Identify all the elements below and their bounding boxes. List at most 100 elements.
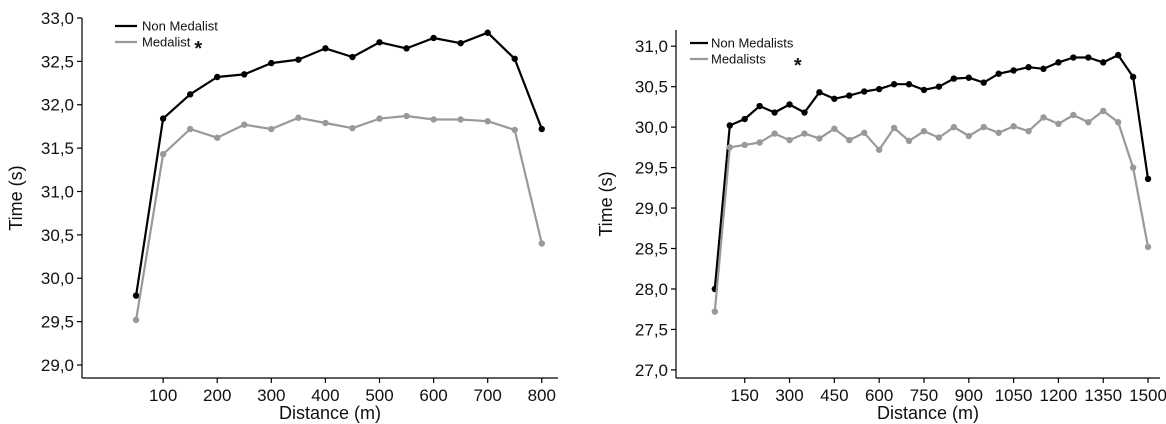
data-point [920, 86, 928, 94]
data-point [1085, 119, 1092, 126]
x-tick-label: 750 [910, 386, 938, 405]
legend-label: Medalist [142, 35, 191, 50]
data-point [268, 59, 275, 67]
x-tick-label: 1500 [1129, 386, 1166, 405]
data-point [538, 240, 545, 247]
data-point [920, 127, 928, 135]
data-point [1144, 243, 1152, 251]
data-point [457, 116, 464, 123]
data-point [786, 101, 793, 108]
data-point [846, 136, 853, 144]
x-tick-label: 200 [203, 386, 231, 405]
data-point [1114, 119, 1122, 126]
data-point [1129, 73, 1137, 81]
x-tick-label: 400 [311, 386, 339, 405]
data-point [1100, 107, 1107, 115]
y-tick-label: 30,5 [41, 226, 74, 245]
y-tick-label: 28,5 [635, 240, 668, 259]
x-tick-label: 1200 [1040, 386, 1078, 405]
y-axis-title: Time (s) [596, 171, 616, 236]
x-tick-label: 100 [149, 386, 177, 405]
data-point [816, 89, 823, 96]
data-point [322, 45, 329, 52]
x-axis-title: Distance (m) [279, 403, 381, 423]
series-line-medalist [713, 109, 1150, 312]
legend-label: Non Medalists [711, 36, 794, 51]
y-tick-label: 32,0 [41, 96, 74, 115]
data-point [846, 92, 853, 99]
data-point [268, 125, 275, 133]
data-point [241, 121, 248, 128]
data-point [935, 83, 943, 90]
data-point [1040, 65, 1047, 73]
x-tick-label: 900 [955, 386, 983, 405]
data-point [905, 137, 913, 145]
data-point [980, 123, 987, 131]
data-point [538, 125, 545, 133]
y-tick-label: 31,5 [41, 139, 74, 158]
data-point [890, 124, 898, 132]
y-tick-label: 31,0 [635, 37, 668, 56]
legend-label: Medalists [711, 52, 766, 67]
data-point [1085, 54, 1092, 61]
y-tick-label: 29,0 [635, 199, 668, 218]
x-tick-label: 500 [365, 386, 393, 405]
y-tick-label: 30,0 [41, 269, 74, 288]
significance-asterisk: * [794, 55, 802, 77]
y-tick-label: 27,5 [635, 320, 668, 339]
data-point [322, 119, 329, 127]
x-tick-label: 150 [731, 386, 759, 405]
x-axis-title: Distance (m) [877, 403, 979, 423]
y-tick-label: 33,0 [41, 9, 74, 28]
data-point [1055, 59, 1062, 66]
series-line-non-medalist [135, 31, 543, 296]
data-point [935, 134, 943, 141]
data-point [741, 141, 748, 149]
data-point [159, 150, 167, 158]
y-tick-label: 28,0 [635, 280, 668, 299]
data-point [875, 146, 883, 153]
x-tick-label: 600 [865, 386, 893, 405]
data-point [511, 55, 518, 62]
data-point [980, 79, 987, 86]
data-point [801, 109, 808, 116]
data-point [726, 144, 733, 151]
data-point [132, 292, 140, 299]
y-tick-label: 30,0 [635, 118, 668, 137]
y-tick-label: 29,5 [41, 313, 74, 332]
data-point [403, 112, 410, 120]
x-tick-label: 1050 [995, 386, 1033, 405]
y-axis-title: Time (s) [6, 165, 26, 230]
data-point [905, 81, 913, 88]
y-tick-label: 29,5 [635, 159, 668, 178]
data-point [159, 115, 167, 122]
legend-label: Non Medalist [142, 19, 218, 34]
data-point [756, 102, 763, 110]
x-tick-label: 1350 [1084, 386, 1122, 405]
chart-800m: 29,0 29,5 30,0 30,5 31,0 31,5 32,0 32,5 33,0 100 2… [6, 9, 558, 423]
y-tick-label: 30,5 [635, 78, 668, 97]
series-line-medalist [135, 114, 543, 321]
data-point [1055, 120, 1062, 128]
data-point [1070, 111, 1077, 119]
data-point [1114, 51, 1122, 59]
data-point [295, 56, 302, 63]
significance-asterisk: * [194, 38, 202, 60]
data-point [403, 45, 410, 52]
data-point [726, 122, 733, 129]
data-point [430, 34, 437, 42]
data-point [950, 75, 958, 82]
series-line-non-medalist [713, 53, 1150, 290]
data-point [214, 134, 221, 141]
data-point [376, 115, 383, 122]
y-tick-label: 32,5 [41, 52, 74, 71]
data-point [1010, 67, 1017, 74]
y-tick-label: 31,0 [41, 182, 74, 201]
data-point [511, 126, 518, 134]
data-point [816, 135, 823, 142]
data-point [1010, 123, 1017, 130]
data-point [457, 39, 464, 47]
x-tick-label: 600 [419, 386, 447, 405]
x-tick-label: 300 [257, 386, 285, 405]
